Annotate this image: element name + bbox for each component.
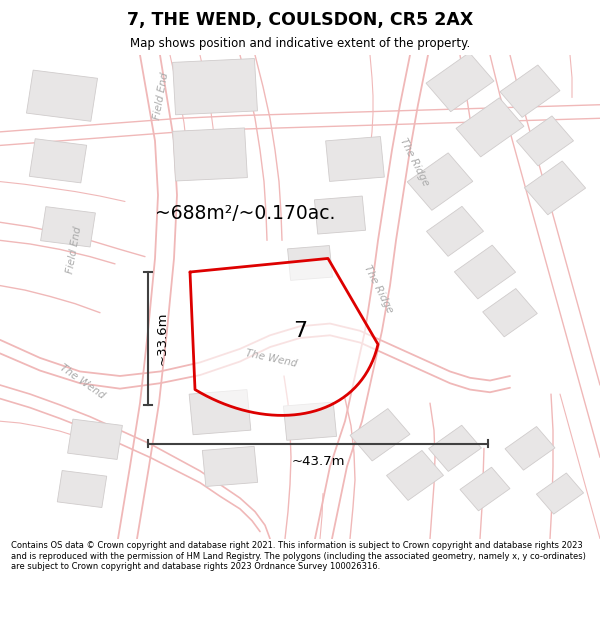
Text: The Ridge: The Ridge bbox=[398, 137, 431, 188]
Polygon shape bbox=[41, 207, 95, 247]
Polygon shape bbox=[29, 139, 86, 183]
Polygon shape bbox=[536, 473, 584, 514]
Polygon shape bbox=[190, 259, 378, 416]
Polygon shape bbox=[386, 451, 443, 501]
Text: ~43.7m: ~43.7m bbox=[291, 454, 345, 468]
Polygon shape bbox=[173, 59, 257, 115]
Text: Field End: Field End bbox=[65, 225, 83, 274]
Polygon shape bbox=[407, 153, 473, 211]
Text: The Wend: The Wend bbox=[245, 348, 298, 369]
Polygon shape bbox=[427, 206, 484, 256]
Polygon shape bbox=[202, 446, 257, 486]
Text: Contains OS data © Crown copyright and database right 2021. This information is : Contains OS data © Crown copyright and d… bbox=[11, 541, 586, 571]
Polygon shape bbox=[524, 161, 586, 215]
Polygon shape bbox=[326, 136, 385, 181]
Polygon shape bbox=[500, 65, 560, 118]
Polygon shape bbox=[173, 128, 247, 181]
Text: 7: 7 bbox=[293, 321, 307, 341]
Polygon shape bbox=[505, 426, 555, 470]
Polygon shape bbox=[456, 98, 524, 157]
Polygon shape bbox=[189, 389, 251, 435]
Polygon shape bbox=[350, 409, 410, 461]
Polygon shape bbox=[26, 70, 98, 121]
Polygon shape bbox=[287, 246, 332, 281]
Polygon shape bbox=[314, 196, 365, 234]
Polygon shape bbox=[68, 419, 122, 459]
Polygon shape bbox=[428, 425, 481, 471]
Text: 7, THE WEND, COULSDON, CR5 2AX: 7, THE WEND, COULSDON, CR5 2AX bbox=[127, 11, 473, 29]
Text: The Wend: The Wend bbox=[58, 362, 107, 401]
Polygon shape bbox=[517, 116, 574, 166]
Polygon shape bbox=[482, 289, 538, 337]
Text: Field End: Field End bbox=[152, 71, 170, 120]
Text: Map shows position and indicative extent of the property.: Map shows position and indicative extent… bbox=[130, 38, 470, 51]
Text: ~33.6m: ~33.6m bbox=[156, 312, 169, 365]
Polygon shape bbox=[283, 402, 337, 440]
Polygon shape bbox=[454, 245, 515, 299]
Polygon shape bbox=[460, 468, 510, 511]
Text: ~688m²/~0.170ac.: ~688m²/~0.170ac. bbox=[155, 204, 335, 222]
Polygon shape bbox=[57, 471, 107, 508]
Text: The Ridge: The Ridge bbox=[362, 264, 395, 315]
Polygon shape bbox=[426, 52, 494, 112]
